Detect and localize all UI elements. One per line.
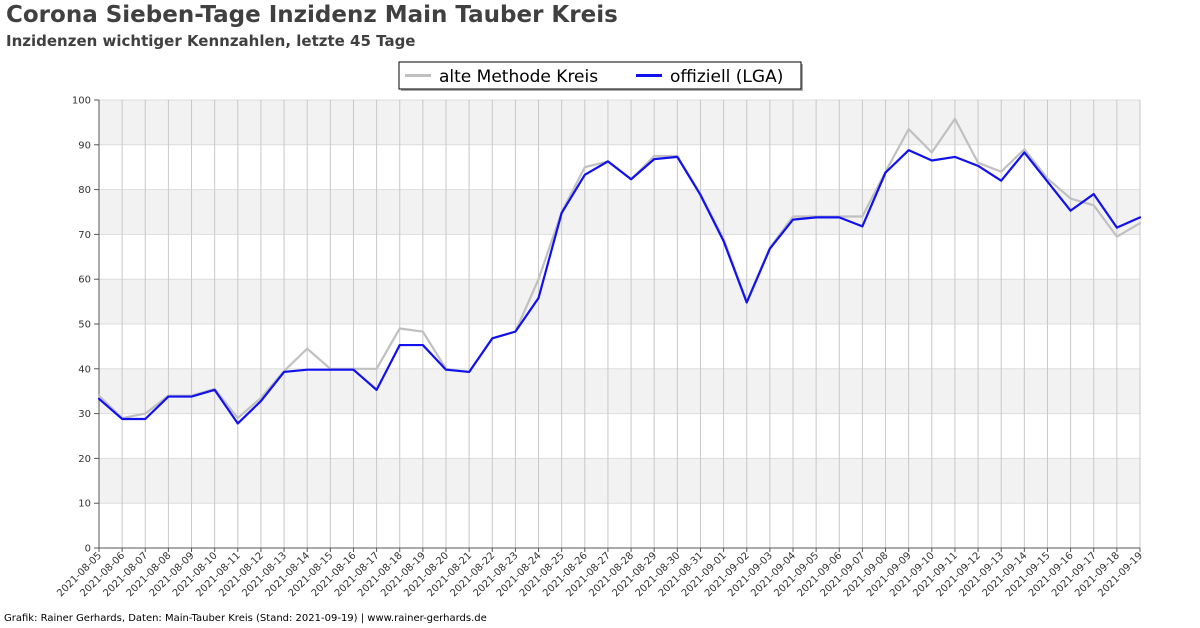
- chart-title: Corona Sieben-Tage Inzidenz Main Tauber …: [6, 2, 618, 28]
- y-tick-label: 0: [85, 544, 91, 555]
- series-lines: [97, 117, 1142, 425]
- y-tick-label: 60: [78, 275, 91, 286]
- legend-label-offiziell: offiziell (LGA): [670, 67, 783, 87]
- background-band: [99, 458, 1140, 504]
- series-line-offiziell: [97, 149, 1142, 425]
- legend-label-alte-methode: alte Methode Kreis: [439, 67, 598, 87]
- x-axis-ticks: 2021-08-052021-08-062021-08-072021-08-08…: [55, 548, 1145, 599]
- y-tick-label: 10: [78, 499, 91, 510]
- y-tick-label: 20: [78, 454, 91, 465]
- y-tick-label: 70: [78, 230, 91, 241]
- y-tick-label: 40: [78, 364, 91, 375]
- y-axis-ticks: 0 10 20 30 40 50 60 70 80 90 100: [72, 96, 99, 555]
- grid-lines: [98, 99, 1141, 549]
- legend-box: [398, 61, 802, 90]
- background-bands: [99, 100, 1140, 504]
- y-tick-label: 30: [78, 409, 91, 420]
- background-band: [99, 368, 1140, 414]
- background-band: [99, 189, 1140, 235]
- y-tick-label: 90: [78, 140, 91, 151]
- legend: alte Methode Kreis offiziell (LGA): [398, 61, 803, 91]
- footer-credit: Grafik: Rainer Gerhards, Daten: Main-Tau…: [4, 613, 487, 624]
- y-tick-label: 80: [78, 185, 91, 196]
- background-band: [99, 100, 1140, 145]
- background-band: [99, 279, 1140, 324]
- y-tick-label: 100: [72, 96, 91, 107]
- chart-subtitle: Inzidenzen wichtiger Kennzahlen, letzte …: [6, 32, 416, 50]
- y-tick-label: 50: [78, 320, 91, 331]
